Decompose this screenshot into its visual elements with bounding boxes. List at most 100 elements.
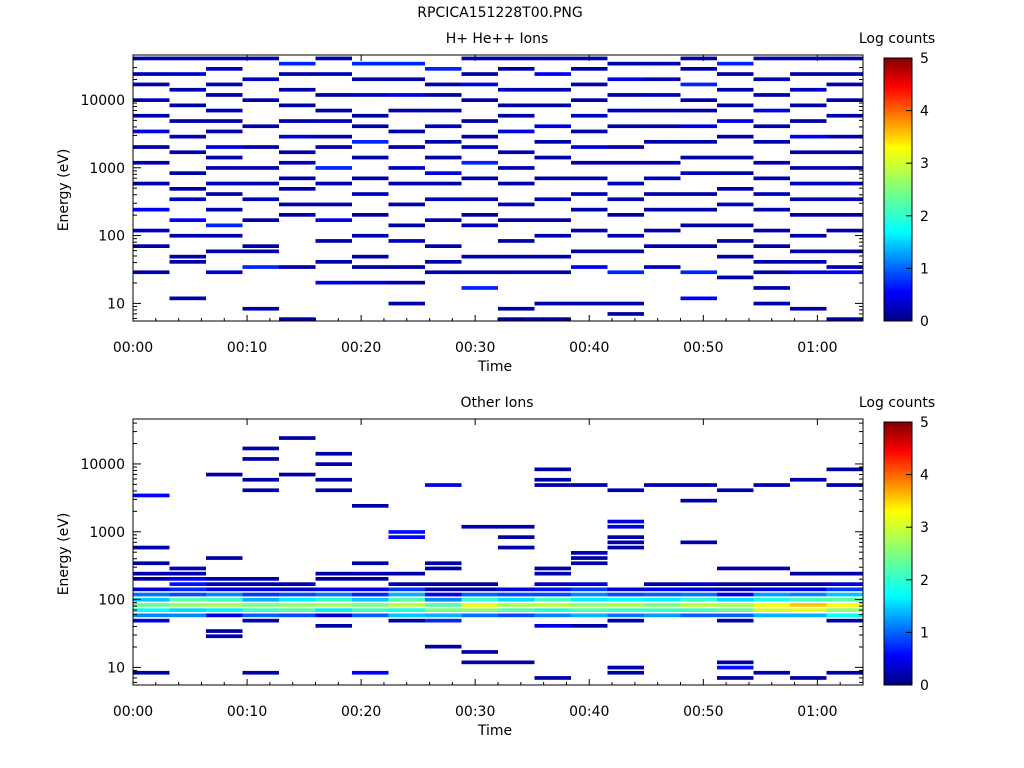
- heatmap-cell: [753, 244, 790, 248]
- heatmap-cell: [534, 155, 571, 160]
- colorbar-tick-label: 0: [920, 678, 929, 694]
- heatmap-cell: [388, 592, 425, 597]
- colorbar-label: Log counts: [859, 395, 935, 411]
- heatmap-cell: [169, 254, 206, 259]
- heatmap-cell: [644, 597, 681, 602]
- heatmap-cell: [315, 280, 352, 285]
- heatmap-cell: [753, 56, 790, 61]
- heatmap-cell: [425, 644, 462, 649]
- colorbar-ticks: 0 1 2 3 4 5: [906, 415, 929, 694]
- heatmap-cell: [680, 223, 717, 228]
- heatmap-cell: [242, 181, 279, 186]
- heatmap-cell: [279, 597, 316, 602]
- heatmap-cell: [169, 260, 206, 264]
- heatmap-cell: [498, 603, 535, 607]
- heatmap-cell: [717, 72, 754, 76]
- heatmap-cell: [790, 603, 827, 607]
- heatmap-cell: [717, 587, 754, 592]
- x-axis: 00:00 00:10 00:20 00:30 00:40 00:50 01:00: [113, 55, 841, 356]
- x-axis: 00:00 00:10 00:20 00:30 00:40 00:50 01:00: [113, 419, 841, 720]
- heatmap-cell: [498, 608, 535, 612]
- heatmap-cell: [753, 192, 790, 196]
- heatmap-cell: [133, 228, 170, 233]
- heatmap-cell: [279, 582, 316, 586]
- heatmap-cell: [461, 270, 498, 275]
- heatmap-cell: [534, 233, 571, 238]
- heatmap-cell: [461, 650, 498, 654]
- heatmap-cell: [534, 467, 571, 472]
- x-tick-label: 00:10: [227, 704, 267, 720]
- heatmap-cell: [607, 213, 644, 217]
- heatmap-cell: [790, 306, 827, 311]
- heatmap-cell: [826, 82, 863, 87]
- heatmap-cell: [607, 108, 644, 113]
- heatmap-cell: [644, 176, 681, 181]
- heatmap-cell: [607, 613, 644, 618]
- heatmap-cell: [498, 660, 535, 665]
- heatmap-cell: [826, 134, 863, 139]
- heatmap-cell: [571, 597, 608, 602]
- heatmap-cell: [315, 93, 352, 97]
- heatmap-cell: [826, 571, 863, 576]
- heatmap-cell: [242, 218, 279, 222]
- heatmap-cell: [169, 119, 206, 123]
- colorbar-tick-label: 2: [920, 209, 929, 225]
- heatmap-cell: [680, 67, 717, 71]
- heatmap-cell: [388, 603, 425, 607]
- heatmap-cell: [644, 207, 681, 212]
- heatmap-cell: [680, 244, 717, 248]
- heatmap-cell: [498, 202, 535, 207]
- heatmap-cell: [571, 160, 608, 165]
- y-tick-label: 10000: [80, 457, 125, 473]
- heatmap-cell: [169, 597, 206, 602]
- heatmap-cell: [680, 171, 717, 175]
- colorbar-tick-label: 1: [920, 625, 929, 641]
- heatmap-cell: [680, 207, 717, 212]
- heatmap-cell: [826, 592, 863, 597]
- heatmap-cell: [826, 181, 863, 186]
- heatmap-cell: [571, 98, 608, 102]
- heatmap-cell: [717, 134, 754, 139]
- heatmap-cell: [607, 61, 644, 66]
- heatmap-cell: [242, 77, 279, 82]
- heatmap-cell: [461, 582, 498, 586]
- heatmap-cell: [680, 597, 717, 602]
- heatmap-cell: [790, 166, 827, 170]
- heatmap-cell: [388, 571, 425, 576]
- heatmap-cell: [826, 98, 863, 102]
- heatmap-cell: [644, 582, 681, 586]
- heatmap-cell: [388, 265, 425, 269]
- heatmap-cell: [790, 587, 827, 592]
- heatmap-cell: [680, 587, 717, 592]
- heatmap-cell: [133, 270, 170, 275]
- heatmap-cell: [169, 87, 206, 92]
- heatmap-cell: [498, 218, 535, 222]
- heatmap-cell: [279, 87, 316, 92]
- heatmap-cell: [425, 197, 462, 202]
- y-tick-label: 100: [98, 229, 125, 245]
- x-tick-label: 00:40: [569, 340, 609, 356]
- heatmap-cell: [206, 166, 243, 170]
- heatmap-cell: [133, 113, 170, 118]
- y-tick-label: 10: [107, 296, 125, 312]
- heatmap-cell: [717, 488, 754, 493]
- heatmap-cell: [717, 61, 754, 66]
- heatmap-cell: [242, 98, 279, 102]
- heatmap-cell: [206, 82, 243, 87]
- heatmap-cell: [352, 213, 389, 217]
- heatmap-cell: [826, 213, 863, 217]
- heatmap-cell: [607, 597, 644, 602]
- heatmap-cell: [206, 634, 243, 639]
- heatmap-cell: [790, 592, 827, 597]
- heatmap-cell: [571, 176, 608, 181]
- colorbar-tick-label: 5: [920, 415, 929, 431]
- heatmap-cells: [133, 56, 863, 321]
- heatmap-cell: [279, 436, 316, 440]
- heatmap-cell: [425, 603, 462, 607]
- heatmap-cell: [571, 556, 608, 560]
- heatmap-cell: [498, 597, 535, 602]
- colorbar: [883, 421, 913, 686]
- heatmap-cell: [279, 592, 316, 597]
- heatmap-cell: [169, 103, 206, 108]
